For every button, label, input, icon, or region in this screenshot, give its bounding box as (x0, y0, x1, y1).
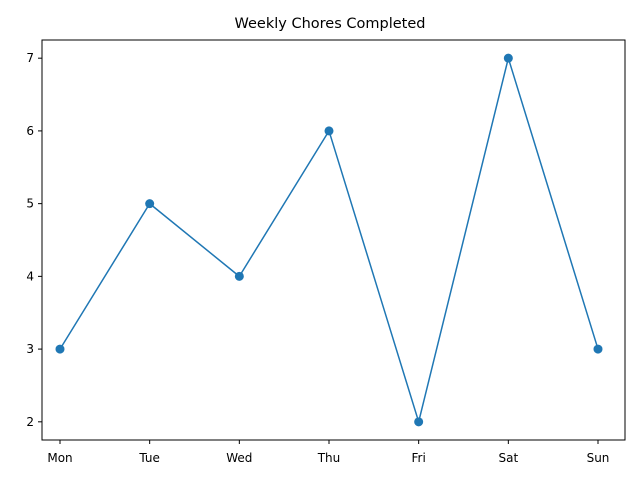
data-point (593, 344, 603, 354)
y-tick-label: 7 (26, 51, 34, 65)
data-point (503, 53, 513, 63)
x-tick-label: Sat (498, 451, 518, 465)
x-tick-label: Tue (138, 451, 160, 465)
plot-frame (41, 39, 626, 441)
x-tick-label: Thu (317, 451, 341, 465)
axes: Mon Tue Wed Thu Fri Sat Sun 2 3 4 5 6 7 (26, 51, 609, 465)
data-point (414, 417, 424, 427)
y-tick-label: 2 (26, 415, 34, 429)
series-line (59, 57, 599, 423)
x-tick-label: Wed (226, 451, 252, 465)
data-point (234, 271, 244, 281)
y-tick-label: 4 (26, 269, 34, 283)
y-tick-label: 3 (26, 342, 34, 356)
y-tick-label: 6 (26, 124, 34, 138)
series-layer (55, 53, 603, 427)
x-tick-label: Sun (587, 451, 610, 465)
data-point (145, 199, 155, 209)
data-point (55, 344, 65, 354)
data-point (324, 126, 334, 136)
x-tick-label: Fri (412, 451, 426, 465)
y-tick-label: 5 (26, 197, 34, 211)
chart-title: Weekly Chores Completed (235, 16, 426, 32)
x-tick-label: Mon (47, 451, 72, 465)
